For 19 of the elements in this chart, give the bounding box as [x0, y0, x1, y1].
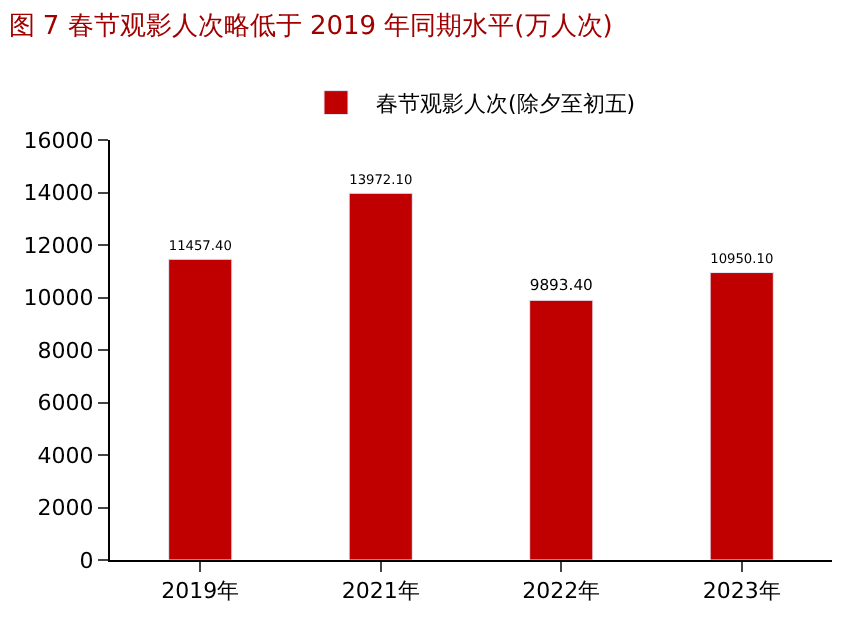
y-tick-label: 14000 [23, 180, 94, 207]
legend-label: 春节观影人次(除夕至初五) [376, 91, 636, 118]
y-tick-label: 2000 [37, 495, 94, 522]
x-tick-label: 2022年 [522, 578, 601, 605]
bar [348, 192, 413, 560]
bar [709, 272, 774, 560]
y-tick-label: 16000 [23, 127, 94, 154]
x-tick-label: 2021年 [341, 578, 420, 605]
x-tick-label: 2023年 [702, 578, 781, 605]
x-tick-label: 2019年 [161, 578, 240, 605]
y-tick-label: 0 [79, 547, 94, 574]
y-tick-label: 10000 [23, 285, 94, 312]
y-tick-label: 4000 [37, 442, 94, 469]
y-tick-label: 8000 [37, 337, 94, 364]
chart-title: 图 7 春节观影人次略低于 2019 年同期水平(万人次) [8, 12, 613, 43]
bar [168, 258, 233, 560]
bar [529, 299, 594, 560]
y-tick-label: 6000 [37, 390, 94, 417]
y-tick-label: 12000 [23, 232, 94, 259]
